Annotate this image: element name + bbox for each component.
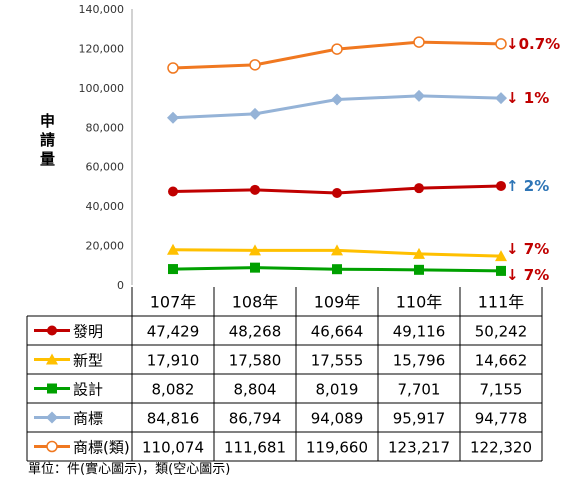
table-cell-value: 47,429: [147, 323, 200, 341]
legend-label: 設計: [73, 381, 103, 399]
table-cell-value: 84,816: [147, 410, 200, 428]
y-tick-label: 0: [117, 279, 124, 292]
data-point: [414, 37, 424, 47]
x-category-label: 108年: [232, 293, 279, 312]
y-axis-label-char: 申: [40, 112, 55, 130]
legend-marker: [47, 326, 57, 336]
legend-label: 商標(類): [73, 439, 130, 457]
data-point: [250, 263, 260, 273]
table-cell-value: 94,778: [475, 410, 528, 428]
data-point: [414, 265, 424, 275]
data-point: [249, 108, 261, 120]
table-cell-value: 110,074: [142, 439, 204, 457]
table-cell-value: 17,580: [229, 352, 282, 370]
table-cell-value: 8,804: [234, 381, 277, 399]
y-axis-label-char: 請: [40, 131, 55, 149]
y-tick-label: 20,000: [86, 240, 125, 253]
legend-marker: [46, 412, 58, 424]
data-point: [332, 44, 342, 54]
table-cell-value: 119,660: [306, 439, 368, 457]
table-cell-value: 86,794: [229, 410, 282, 428]
change-label: ↓0.7%: [506, 35, 560, 53]
table-cell-value: 94,089: [311, 410, 364, 428]
y-tick-label: 140,000: [79, 3, 125, 16]
data-point: [250, 185, 260, 195]
data-point: [168, 63, 178, 73]
table-cell-value: 8,082: [152, 381, 195, 399]
table-cell-value: 49,116: [393, 323, 446, 341]
data-point: [414, 183, 424, 193]
unit-footnote: 單位：件(實心圖示)，類(空心圖示): [28, 458, 230, 477]
y-tick-label: 100,000: [79, 82, 125, 95]
table-cell-value: 14,662: [475, 352, 528, 370]
y-tick-label: 60,000: [86, 161, 125, 174]
legend-label: 商標: [73, 410, 103, 428]
x-category-label: 110年: [396, 293, 443, 312]
data-point: [168, 186, 178, 196]
data-point: [332, 264, 342, 274]
change-label: ↓ 7%: [506, 266, 549, 284]
change-label: ↓ 1%: [506, 89, 549, 107]
legend-marker: [47, 442, 57, 452]
x-category-label: 107年: [150, 293, 197, 312]
table-cell-value: 17,555: [311, 352, 364, 370]
data-point: [167, 112, 179, 124]
table-cell-value: 122,320: [470, 439, 532, 457]
legend-marker: [47, 384, 57, 394]
y-axis-label: 申 請 量: [40, 112, 56, 169]
legend-label: 新型: [73, 352, 103, 370]
data-point: [496, 181, 506, 191]
data-point: [496, 39, 506, 49]
data-point: [250, 60, 260, 70]
data-point: [413, 90, 425, 102]
table-cell-value: 7,155: [480, 381, 523, 399]
data-point: [331, 94, 343, 106]
table-cell-value: 7,701: [398, 381, 441, 399]
change-label: ↑ 2%: [506, 177, 549, 195]
table-cell-value: 17,910: [147, 352, 200, 370]
y-axis-label-char: 量: [40, 150, 55, 168]
data-point: [496, 266, 506, 276]
table-cell-value: 111,681: [224, 439, 286, 457]
change-label: ↓ 7%: [506, 240, 549, 258]
x-category-label: 111年: [478, 293, 525, 312]
table-cell-value: 123,217: [388, 439, 450, 457]
y-tick-label: 40,000: [86, 200, 125, 213]
table-cell-value: 95,917: [393, 410, 446, 428]
table-cell-value: 15,796: [393, 352, 446, 370]
data-point: [332, 188, 342, 198]
legend-label: 發明: [73, 323, 103, 341]
x-category-label: 109年: [314, 293, 361, 312]
y-tick-label: 120,000: [79, 42, 125, 55]
y-tick-label: 80,000: [86, 121, 125, 134]
data-point: [168, 264, 178, 274]
table-cell-value: 50,242: [475, 323, 528, 341]
table-cell-value: 48,268: [229, 323, 282, 341]
table-cell-value: 46,664: [311, 323, 364, 341]
table-cell-value: 8,019: [316, 381, 359, 399]
